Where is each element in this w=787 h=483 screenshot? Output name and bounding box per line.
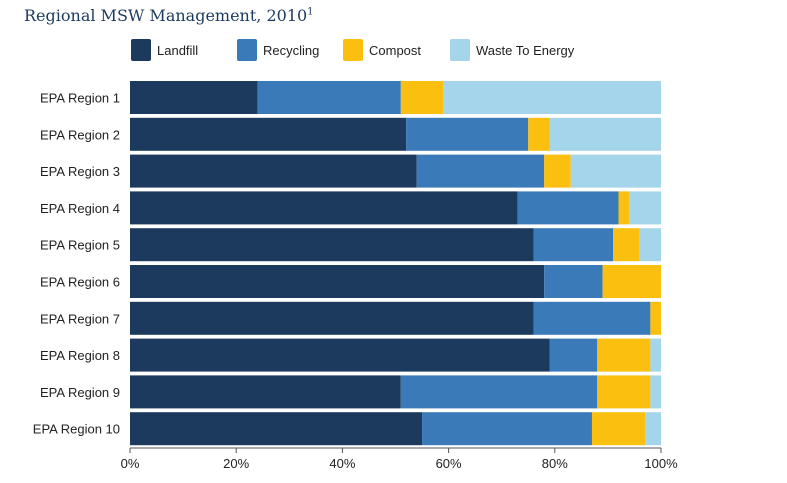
legend-item-landfill: Landfill <box>131 39 198 61</box>
y-tick-label-epa-region-2: EPA Region 2 <box>40 127 120 142</box>
legend-label-recycling: Recycling <box>263 43 319 58</box>
x-tick-label-2: 40% <box>329 456 355 471</box>
y-tick-label-epa-region-1: EPA Region 1 <box>40 91 120 106</box>
bar-epa-region-5-waste-to-energy <box>639 228 661 262</box>
bar-epa-region-3-landfill <box>130 154 417 188</box>
x-tick-label-1: 20% <box>223 456 249 471</box>
bar-epa-region-2-waste-to-energy <box>549 117 661 151</box>
chart-title-text: Regional MSW Management, 2010 <box>24 6 308 25</box>
bar-row-epa-region-9 <box>130 375 661 409</box>
legend-swatch-recycling <box>237 39 257 61</box>
bar-row-epa-region-4 <box>130 191 661 225</box>
title-footnote: 1 <box>307 6 314 18</box>
y-tick-label-epa-region-10: EPA Region 10 <box>33 422 120 437</box>
x-tick-label-5: 100% <box>644 456 678 471</box>
bar-row-epa-region-8 <box>130 338 661 372</box>
bar-row-epa-region-10 <box>130 412 661 446</box>
bar-epa-region-7-recycling <box>533 301 651 335</box>
bar-epa-region-2-landfill <box>130 117 407 151</box>
legend-label-waste-to-energy: Waste To Energy <box>476 43 575 58</box>
legend-swatch-waste-to-energy <box>450 39 470 61</box>
bar-epa-region-1-recycling <box>257 81 401 114</box>
y-tick-label-epa-region-9: EPA Region 9 <box>40 385 120 400</box>
bar-epa-region-4-landfill <box>130 191 518 225</box>
bar-epa-region-5-landfill <box>130 228 534 262</box>
bar-epa-region-10-waste-to-energy <box>645 412 661 446</box>
bar-epa-region-7-landfill <box>130 301 534 335</box>
bar-row-epa-region-7 <box>130 301 661 335</box>
bar-epa-region-8-compost <box>597 338 651 372</box>
bar-epa-region-3-recycling <box>416 154 545 188</box>
bar-epa-region-4-waste-to-energy <box>629 191 661 225</box>
bar-row-epa-region-1 <box>130 81 661 114</box>
y-tick-label-epa-region-6: EPA Region 6 <box>40 275 120 290</box>
x-tick-label-0: 0% <box>121 456 140 471</box>
bar-epa-region-6-landfill <box>130 265 545 298</box>
bar-epa-region-4-compost <box>618 191 630 225</box>
y-tick-label-epa-region-3: EPA Region 3 <box>40 164 120 179</box>
bar-epa-region-9-landfill <box>130 375 401 409</box>
bar-epa-region-6-compost <box>602 265 661 298</box>
bar-epa-region-5-recycling <box>533 228 614 262</box>
bar-epa-region-1-landfill <box>130 81 258 114</box>
x-tick-label-4: 80% <box>542 456 568 471</box>
legend-swatch-landfill <box>131 39 151 61</box>
bar-epa-region-10-recycling <box>422 412 592 446</box>
y-tick-label-epa-region-8: EPA Region 8 <box>40 348 120 363</box>
legend-swatch-compost <box>343 39 363 61</box>
bar-epa-region-9-compost <box>597 375 651 409</box>
bar-row-epa-region-6 <box>130 265 661 298</box>
bar-epa-region-3-compost <box>544 154 571 188</box>
bar-epa-region-3-waste-to-energy <box>570 154 661 188</box>
bar-epa-region-5-compost <box>613 228 640 262</box>
bar-epa-region-1-compost <box>400 81 444 114</box>
y-tick-label-epa-region-7: EPA Region 7 <box>40 311 120 326</box>
bar-epa-region-2-recycling <box>406 117 529 151</box>
y-tick-label-epa-region-4: EPA Region 4 <box>40 201 120 216</box>
legend-item-compost: Compost <box>343 39 421 61</box>
bar-epa-region-8-landfill <box>130 338 550 372</box>
bar-epa-region-1-waste-to-energy <box>443 81 661 114</box>
chart-title: Regional MSW Management, 20101 <box>24 6 314 25</box>
legend-item-waste-to-energy: Waste To Energy <box>450 39 575 61</box>
bar-epa-region-9-waste-to-energy <box>650 375 661 409</box>
bar-epa-region-8-recycling <box>549 338 598 372</box>
legend-label-landfill: Landfill <box>157 43 198 58</box>
bar-row-epa-region-5 <box>130 228 661 262</box>
legend-label-compost: Compost <box>369 43 421 58</box>
bar-row-epa-region-3 <box>130 154 661 188</box>
bar-epa-region-10-compost <box>591 412 646 446</box>
bar-epa-region-9-recycling <box>400 375 598 409</box>
bar-epa-region-8-waste-to-energy <box>650 338 661 372</box>
y-tick-label-epa-region-5: EPA Region 5 <box>40 238 120 253</box>
x-tick-label-3: 60% <box>436 456 462 471</box>
bar-epa-region-6-recycling <box>544 265 603 298</box>
bar-epa-region-2-compost <box>528 117 550 151</box>
bar-epa-region-4-recycling <box>517 191 619 225</box>
legend-item-recycling: Recycling <box>237 39 319 61</box>
bar-epa-region-10-landfill <box>130 412 423 446</box>
bar-row-epa-region-2 <box>130 117 661 151</box>
bar-epa-region-7-compost <box>650 301 661 335</box>
